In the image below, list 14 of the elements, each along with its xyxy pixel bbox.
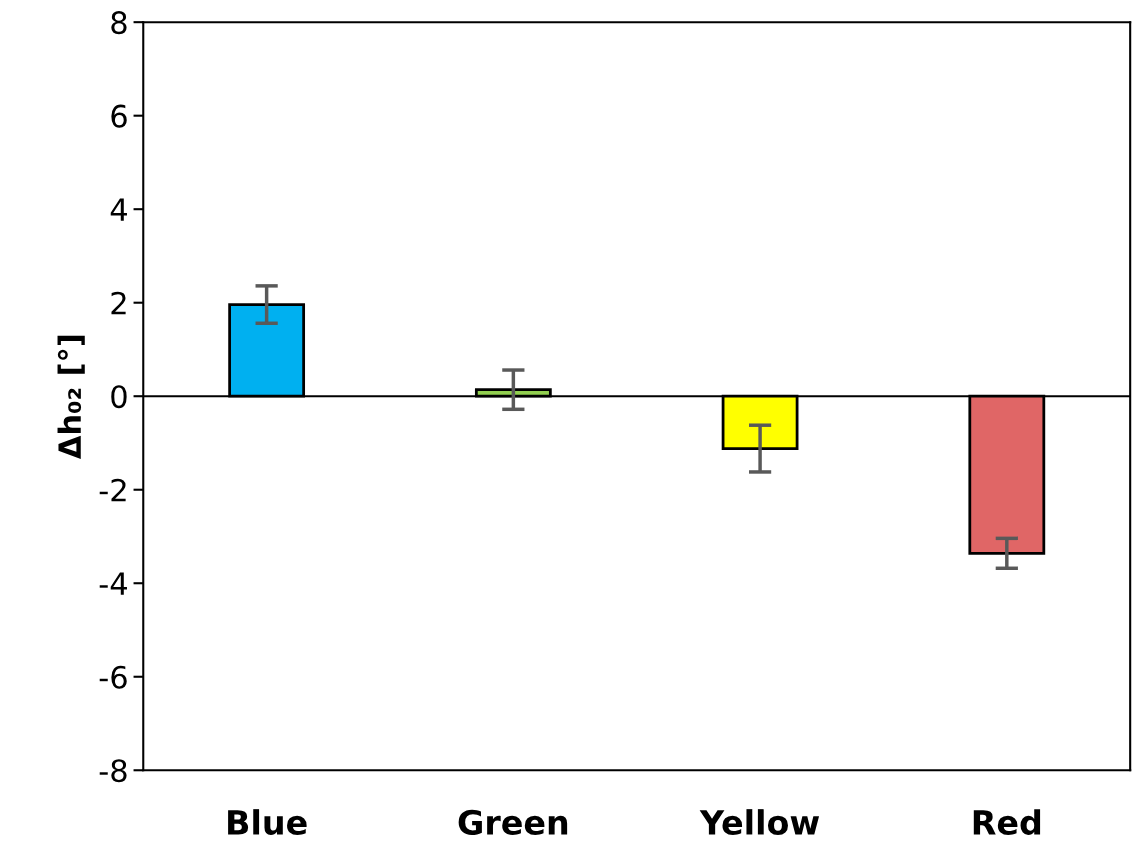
y-tick-label: 8 (111, 11, 127, 35)
y-tick-label: -8 (99, 759, 127, 783)
y-tick-label: -4 (99, 572, 127, 595)
x-tick-label: Green (458, 809, 568, 835)
y-tick-label: 2 (111, 291, 126, 315)
y-tick-label: 0 (111, 385, 127, 409)
y-tick-label: 6 (111, 104, 127, 128)
x-tick-label: Yellow (699, 809, 820, 835)
x-tick-label: Red (973, 809, 1041, 835)
y-axis-title: Δh₀₂ [°] (57, 335, 85, 460)
y-tick-label: 4 (110, 198, 127, 221)
y-tick-label: -2 (99, 478, 126, 502)
x-tick-label: Blue (228, 809, 307, 835)
y-tick-label: -6 (99, 665, 127, 689)
